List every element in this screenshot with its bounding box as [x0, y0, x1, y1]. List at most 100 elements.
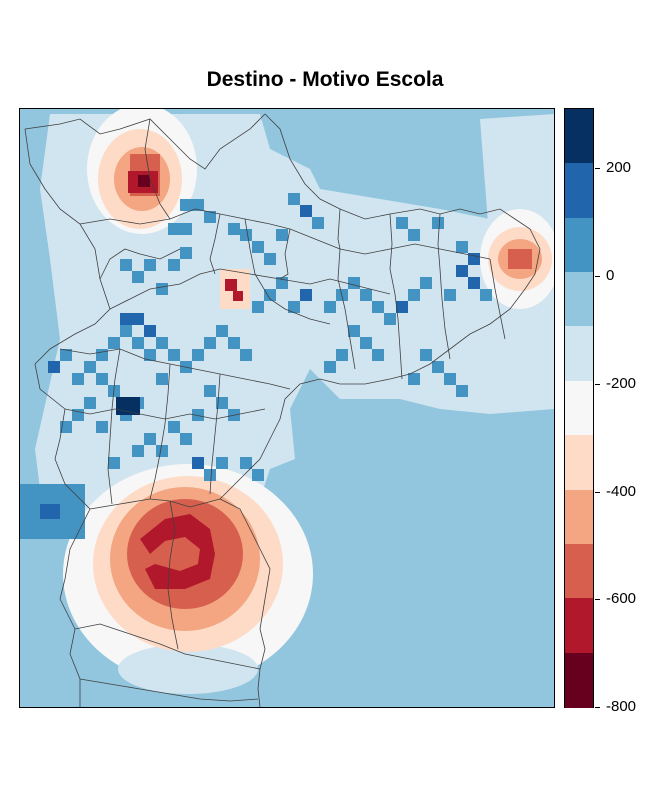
legend-swatch — [565, 435, 593, 491]
legend-swatch — [565, 326, 593, 382]
raster-cell — [96, 373, 108, 385]
raster-cell-dark — [128, 397, 140, 407]
raster-cell — [60, 349, 72, 361]
legend-swatch — [565, 598, 593, 654]
color-legend-bar — [564, 108, 594, 708]
raster-cell — [324, 301, 336, 313]
legend-swatch — [565, 272, 593, 328]
raster-cell — [360, 337, 372, 349]
raster-cell — [312, 217, 324, 229]
raster-cell — [156, 445, 168, 457]
raster-cell — [372, 349, 384, 361]
raster-cell — [168, 259, 180, 271]
raster-cell — [264, 289, 276, 301]
raster-cell — [420, 277, 432, 289]
raster-cell — [252, 301, 264, 313]
raster-cell — [456, 385, 468, 397]
raster-cell — [204, 211, 216, 223]
raster-cell — [144, 433, 156, 445]
heatmap-canvas — [20, 109, 554, 707]
raster-cell — [240, 229, 252, 241]
raster-cell — [468, 277, 480, 289]
raster-cell — [252, 241, 264, 253]
raster-cell — [276, 229, 288, 241]
legend-tick-mark — [595, 276, 600, 277]
raster-cell — [96, 349, 108, 361]
raster-cell — [60, 421, 72, 433]
raster-cell — [84, 361, 96, 373]
south-hotspot-red-ring — [140, 514, 215, 589]
raster-cell — [228, 337, 240, 349]
raster-cell — [180, 433, 192, 445]
raster-cell — [168, 223, 180, 235]
legend-swatch — [565, 380, 593, 436]
raster-cell — [432, 217, 444, 229]
raster-cell — [156, 337, 168, 349]
raster-cell — [132, 337, 144, 349]
raster-cell — [264, 253, 276, 265]
raster-cell — [156, 373, 168, 385]
raster-cell — [108, 457, 120, 469]
raster-cell — [444, 373, 456, 385]
legend-tick-mark — [595, 599, 600, 601]
raster-cell — [204, 337, 216, 349]
raster-cell — [216, 397, 228, 409]
raster-cell — [456, 241, 468, 253]
raster-cell — [168, 349, 180, 361]
raster-cell — [336, 349, 348, 361]
raster-cell — [288, 193, 300, 205]
legend-swatch — [565, 163, 593, 219]
raster-cell — [72, 373, 84, 385]
north-hotspot-darkred — [138, 175, 150, 187]
raster-cell — [204, 469, 216, 481]
legend-tick-mark — [595, 168, 600, 170]
raster-cell — [192, 409, 204, 421]
blue-pixel-cells — [48, 193, 492, 481]
legend-swatch — [565, 652, 593, 708]
raster-cell — [192, 457, 204, 469]
raster-cell — [408, 373, 420, 385]
raster-cell — [144, 349, 156, 361]
raster-cell — [48, 361, 60, 373]
raster-cell — [348, 325, 360, 337]
raster-cell-dark — [116, 397, 128, 407]
south-light-blue — [118, 644, 258, 694]
west-blue-block-dark — [40, 504, 60, 519]
raster-cell — [132, 271, 144, 283]
raster-cell — [444, 289, 456, 301]
raster-cell — [456, 265, 468, 277]
raster-cell — [324, 361, 336, 373]
raster-cell — [144, 325, 156, 337]
district-boundaries — [24, 113, 541, 707]
legend-tick-label: -200 — [606, 374, 637, 392]
center-hotspot-red-2 — [233, 291, 243, 301]
map-title: Destino - Motivo Escola — [206, 68, 444, 91]
raster-cell — [216, 457, 228, 469]
legend-tick-mark — [595, 383, 600, 385]
legend-tick-label: 200 — [606, 159, 632, 177]
raster-cell — [84, 397, 96, 409]
raster-cell — [180, 199, 192, 211]
raster-cell — [372, 301, 384, 313]
center-hotspot-red — [225, 279, 237, 291]
raster-cell — [396, 217, 408, 229]
legend-tick-mark — [595, 707, 600, 708]
raster-cell — [252, 469, 264, 481]
legend-swatch — [565, 109, 593, 164]
raster-cell — [132, 445, 144, 457]
raster-cell — [240, 349, 252, 361]
legend-tick-label: 0 — [606, 267, 615, 284]
legend-swatch — [565, 543, 593, 599]
legend-tick-mark — [595, 491, 600, 493]
raster-cell — [180, 223, 192, 235]
raster-cell — [168, 421, 180, 433]
raster-cell — [204, 385, 216, 397]
raster-cell — [192, 199, 204, 211]
raster-cell — [480, 289, 492, 301]
raster-cell — [144, 259, 156, 271]
raster-cell — [156, 283, 168, 295]
raster-cell — [408, 289, 420, 301]
raster-cell — [360, 289, 372, 301]
east-hotspot-coral — [508, 249, 532, 269]
raster-cell — [288, 301, 300, 313]
